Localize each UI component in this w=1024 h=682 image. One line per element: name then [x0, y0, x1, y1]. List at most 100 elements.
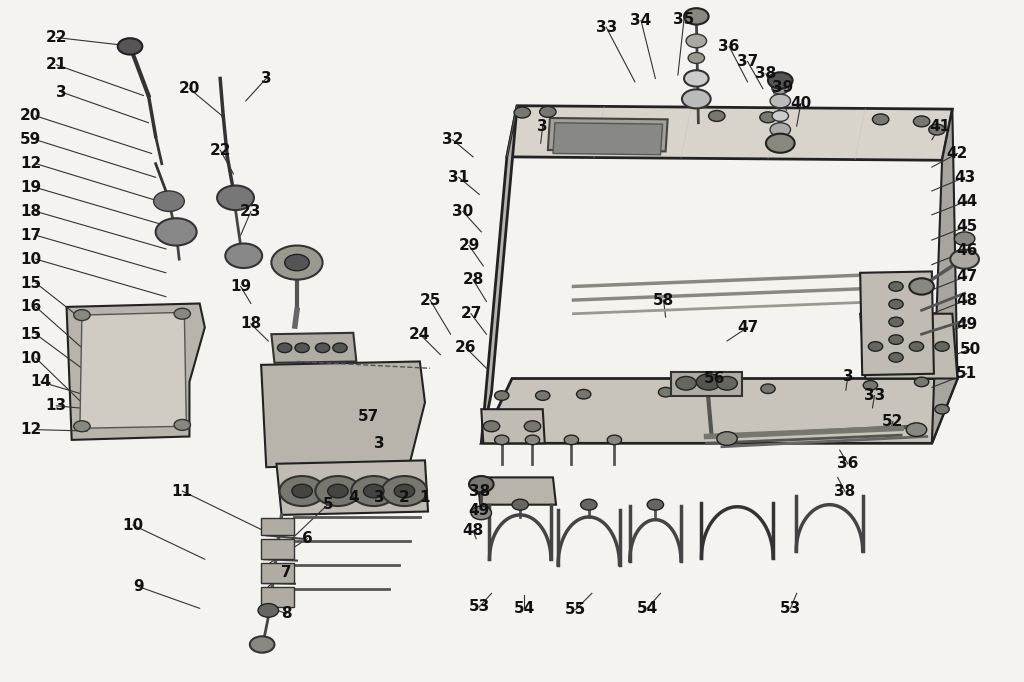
- Circle shape: [271, 246, 323, 280]
- Text: 45: 45: [956, 219, 977, 234]
- Circle shape: [906, 423, 927, 436]
- Circle shape: [647, 499, 664, 510]
- Circle shape: [688, 53, 705, 63]
- Circle shape: [766, 134, 795, 153]
- Circle shape: [351, 476, 396, 506]
- Circle shape: [717, 376, 737, 390]
- Circle shape: [156, 218, 197, 246]
- Text: 20: 20: [179, 81, 200, 96]
- Text: 29: 29: [459, 238, 479, 253]
- Circle shape: [889, 317, 903, 327]
- Circle shape: [280, 476, 325, 506]
- Circle shape: [483, 421, 500, 432]
- Polygon shape: [860, 271, 934, 375]
- Circle shape: [909, 278, 934, 295]
- Polygon shape: [80, 312, 186, 428]
- Bar: [671, 372, 742, 396]
- Text: 27: 27: [461, 306, 481, 321]
- Circle shape: [295, 343, 309, 353]
- Text: 18: 18: [241, 316, 261, 331]
- Circle shape: [717, 432, 737, 445]
- Text: 40: 40: [791, 96, 811, 111]
- Text: 16: 16: [20, 299, 41, 314]
- Text: 22: 22: [46, 30, 67, 45]
- Circle shape: [382, 476, 427, 506]
- Text: 3: 3: [261, 71, 271, 86]
- Text: 42: 42: [947, 146, 968, 161]
- Text: 3: 3: [843, 369, 853, 384]
- Polygon shape: [507, 106, 952, 160]
- Text: 57: 57: [358, 409, 379, 424]
- Bar: [261, 518, 294, 535]
- Text: 31: 31: [449, 170, 469, 185]
- Text: 13: 13: [46, 398, 67, 413]
- Text: 36: 36: [719, 39, 739, 54]
- Text: 47: 47: [737, 320, 758, 335]
- Circle shape: [868, 342, 883, 351]
- Polygon shape: [271, 333, 356, 363]
- Text: 4: 4: [348, 490, 358, 505]
- Text: 19: 19: [230, 279, 251, 294]
- Text: 33: 33: [864, 388, 885, 403]
- Polygon shape: [553, 123, 663, 155]
- Polygon shape: [932, 109, 957, 443]
- Text: 10: 10: [20, 252, 41, 267]
- Text: 2: 2: [399, 490, 410, 505]
- Circle shape: [333, 343, 347, 353]
- Circle shape: [514, 107, 530, 118]
- Circle shape: [686, 34, 707, 48]
- Circle shape: [328, 484, 348, 498]
- Circle shape: [364, 484, 384, 498]
- Text: 37: 37: [737, 54, 758, 69]
- Circle shape: [676, 376, 696, 390]
- Circle shape: [469, 476, 494, 492]
- Circle shape: [564, 435, 579, 445]
- Circle shape: [709, 110, 725, 121]
- Circle shape: [950, 250, 979, 269]
- Circle shape: [536, 391, 550, 400]
- Circle shape: [889, 335, 903, 344]
- Text: 38: 38: [469, 484, 489, 499]
- Text: 56: 56: [705, 371, 725, 386]
- Text: 33: 33: [596, 20, 616, 35]
- Circle shape: [495, 435, 509, 445]
- Text: 32: 32: [442, 132, 463, 147]
- Text: 54: 54: [637, 601, 657, 616]
- Circle shape: [684, 8, 709, 25]
- Text: 53: 53: [469, 599, 489, 614]
- Polygon shape: [261, 361, 425, 467]
- Circle shape: [577, 389, 591, 399]
- Bar: [261, 587, 294, 607]
- Circle shape: [525, 435, 540, 445]
- Polygon shape: [481, 409, 545, 443]
- Text: 46: 46: [956, 243, 977, 258]
- Text: 54: 54: [514, 601, 535, 616]
- Circle shape: [258, 604, 279, 617]
- Circle shape: [512, 499, 528, 510]
- Text: 38: 38: [835, 484, 855, 499]
- Text: 3: 3: [538, 119, 548, 134]
- Text: 47: 47: [956, 269, 977, 284]
- Text: 44: 44: [956, 194, 977, 209]
- Text: 49: 49: [469, 503, 489, 518]
- Circle shape: [935, 404, 949, 414]
- Text: 22: 22: [210, 143, 230, 158]
- Circle shape: [914, 377, 929, 387]
- Text: 3: 3: [374, 490, 384, 505]
- Text: 41: 41: [930, 119, 950, 134]
- Text: 30: 30: [453, 204, 473, 219]
- Circle shape: [74, 310, 90, 321]
- Text: 48: 48: [463, 523, 483, 538]
- Text: 12: 12: [20, 422, 41, 437]
- Text: 20: 20: [20, 108, 41, 123]
- Polygon shape: [276, 460, 428, 515]
- Text: 26: 26: [456, 340, 476, 355]
- Circle shape: [696, 374, 721, 390]
- Circle shape: [761, 384, 775, 394]
- Circle shape: [889, 299, 903, 309]
- Circle shape: [682, 89, 711, 108]
- Circle shape: [607, 435, 622, 445]
- Text: 10: 10: [123, 518, 143, 533]
- Circle shape: [929, 124, 945, 135]
- Text: 34: 34: [631, 13, 651, 28]
